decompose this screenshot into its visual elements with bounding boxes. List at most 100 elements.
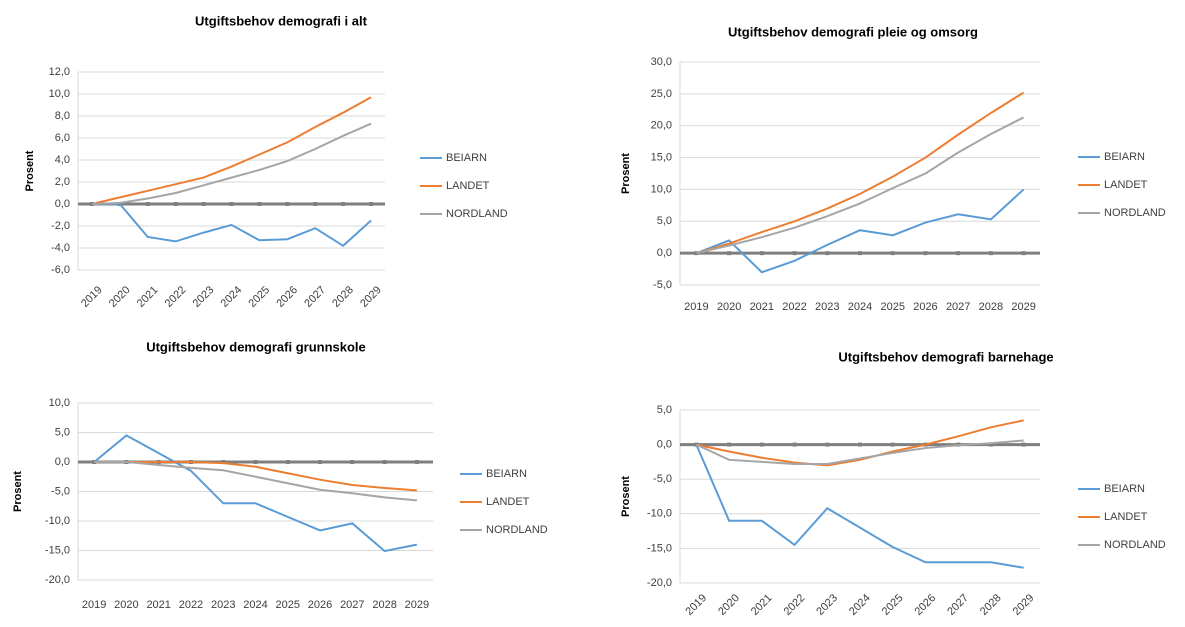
legend-label: BEIARN [486, 468, 527, 480]
x-tick-label: 2029 [358, 284, 384, 310]
axis-marker [988, 251, 993, 256]
series-line [696, 188, 1025, 274]
y-tick-label: 15,0 [651, 151, 672, 163]
y-tick-label: 4,0 [55, 154, 70, 166]
axis-marker [369, 202, 374, 206]
y-tick-label: 8,0 [55, 110, 70, 122]
x-tick-label: 2021 [749, 592, 775, 618]
axis-marker [923, 251, 928, 256]
x-tick-label: 2027 [340, 599, 364, 611]
x-tick-label: 2024 [243, 599, 267, 611]
y-tick-label: -4,0 [51, 242, 70, 254]
y-tick-label: -6,0 [51, 264, 70, 276]
axis-marker [1021, 442, 1026, 447]
x-tick-label: 2025 [880, 301, 904, 313]
series-line [696, 116, 1025, 255]
axis-marker [145, 202, 150, 206]
axis-marker [1021, 251, 1026, 256]
x-tick-label: 2019 [684, 301, 708, 313]
x-tick-label: 2026 [913, 301, 937, 313]
x-tick-label: 2020 [716, 592, 742, 618]
series-line [94, 461, 417, 492]
chart-title: Utgiftsbehov demografi barnehage [838, 349, 1053, 364]
x-tick-label: 2028 [372, 599, 396, 611]
x-tick-label: 2029 [1011, 301, 1035, 313]
x-tick-label: 2027 [945, 592, 971, 618]
x-tick-label: 2022 [163, 284, 189, 310]
y-tick-label: -20,0 [647, 577, 672, 589]
x-tick-label: 2021 [146, 599, 170, 611]
x-tick-label: 2020 [114, 599, 138, 611]
x-tick-label: 2024 [848, 301, 872, 313]
y-axis-label: Prosent [24, 150, 36, 191]
axis-marker [201, 202, 206, 206]
y-tick-label: -15,0 [647, 542, 672, 554]
x-tick-label: 2026 [308, 599, 332, 611]
y-tick-label: 12,0 [49, 66, 70, 78]
x-tick-label: 2024 [219, 284, 245, 310]
series-line [696, 419, 1024, 467]
y-tick-label: 30,0 [651, 56, 672, 68]
legend-label: NORDLAND [1104, 207, 1166, 219]
axis-marker [759, 442, 764, 447]
y-tick-label: 20,0 [651, 120, 672, 132]
y-tick-label: 5,0 [657, 215, 672, 227]
y-tick-label: 5,0 [657, 404, 672, 416]
axis-marker [341, 202, 346, 206]
x-tick-label: 2025 [880, 592, 906, 618]
y-tick-label: 25,0 [651, 88, 672, 100]
axis-marker [313, 202, 318, 206]
x-tick-label: 2027 [946, 301, 970, 313]
axis-marker [414, 460, 419, 464]
y-tick-label: 0,0 [657, 439, 672, 451]
x-tick-label: 2022 [782, 592, 808, 618]
y-tick-label: 10,0 [651, 183, 672, 195]
axis-marker [858, 442, 862, 447]
x-tick-label: 2028 [978, 592, 1004, 618]
legend-label: NORDLAND [486, 524, 548, 536]
x-tick-label: 2025 [276, 599, 300, 611]
axis-marker [285, 460, 290, 464]
y-axis-label: Prosent [12, 471, 24, 512]
y-tick-label: -5,0 [653, 473, 672, 485]
legend-label: BEIARN [446, 152, 487, 164]
axis-marker [253, 460, 258, 464]
series-line [695, 444, 1024, 569]
y-tick-label: 0,0 [657, 247, 672, 259]
series-line [94, 461, 417, 502]
axis-marker [318, 460, 323, 464]
x-tick-label: 2019 [683, 592, 709, 618]
y-tick-label: 5,0 [55, 426, 70, 438]
axis-marker [257, 202, 262, 206]
x-tick-label: 2025 [246, 284, 272, 310]
x-tick-label: 2026 [912, 592, 938, 618]
y-tick-label: -15,0 [45, 544, 70, 556]
x-tick-label: 2023 [191, 284, 217, 310]
y-tick-label: -10,0 [647, 508, 672, 520]
y-tick-label: 0,0 [55, 456, 70, 468]
axis-marker [956, 251, 961, 256]
axis-marker [229, 202, 234, 206]
x-tick-label: 2028 [979, 301, 1003, 313]
y-tick-label: 10,0 [49, 397, 70, 409]
x-tick-label: 2021 [135, 284, 161, 310]
x-tick-label: 2029 [1011, 592, 1037, 618]
series-line [696, 91, 1025, 255]
x-tick-label: 2019 [79, 284, 105, 310]
x-tick-label: 2021 [750, 301, 774, 313]
axis-marker [858, 251, 862, 256]
series-line [91, 122, 372, 205]
axis-marker [792, 442, 797, 447]
x-tick-label: 2028 [330, 284, 356, 310]
legend-label: LANDET [446, 180, 490, 192]
legend-label: LANDET [486, 496, 530, 508]
x-tick-label: 2022 [179, 599, 203, 611]
x-tick-label: 2026 [274, 284, 300, 310]
legend-label: NORDLAND [446, 208, 508, 220]
axis-marker [792, 251, 797, 256]
legend-label: BEIARN [1104, 483, 1145, 495]
axis-marker [988, 442, 993, 447]
axis-marker [825, 442, 830, 447]
x-tick-label: 2022 [782, 301, 806, 313]
